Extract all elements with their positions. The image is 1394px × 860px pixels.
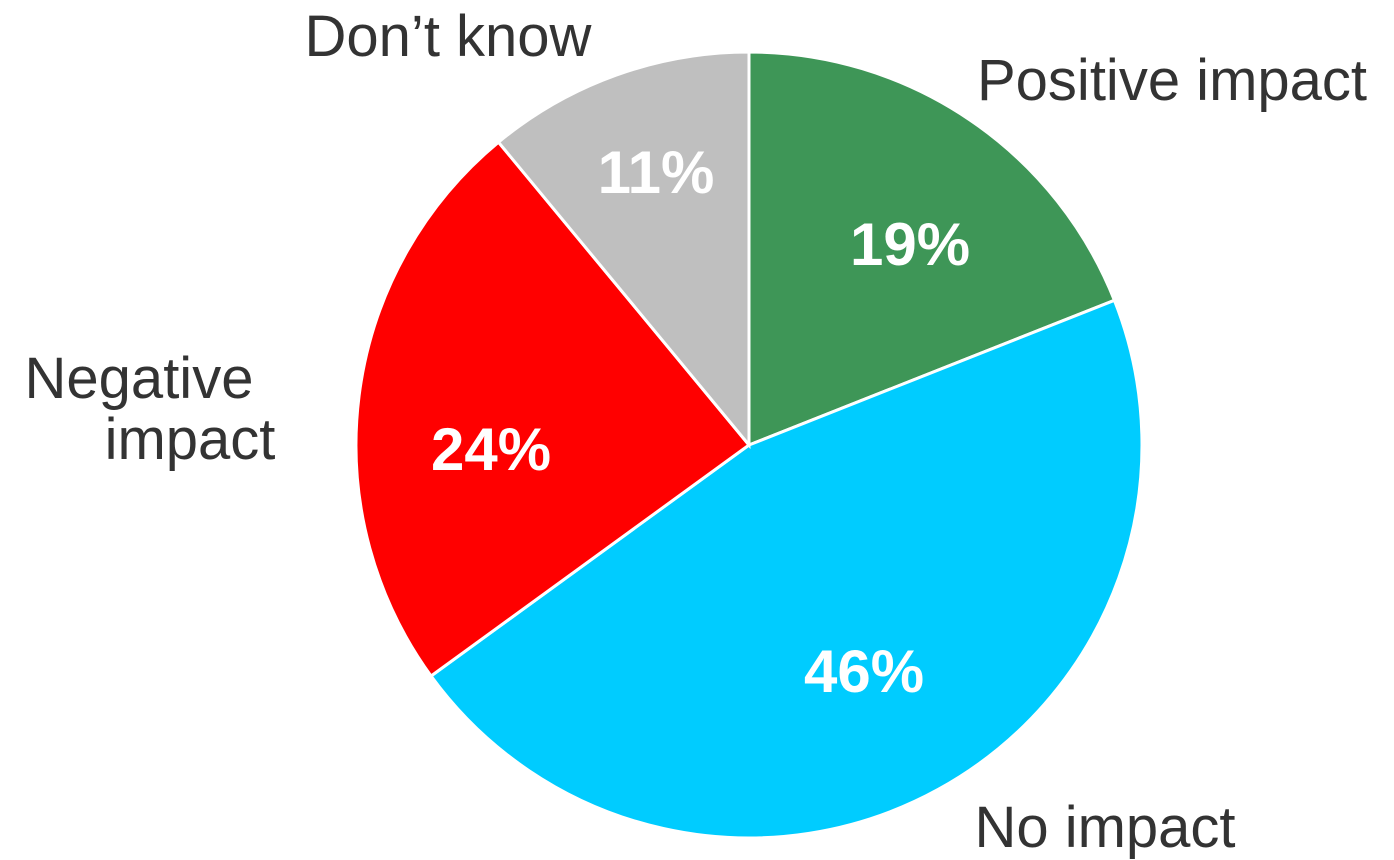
slice-value-positive-impact: 19% (850, 211, 970, 278)
pie-slice-no-impact (428, 298, 1144, 840)
slice-label-negative-impact-line-1: Negative (25, 346, 254, 411)
pie-slices (354, 50, 1144, 840)
slice-value-dont-know: 11% (598, 139, 715, 206)
pie-slice-negative-impact (354, 140, 752, 679)
pie-slice-positive-impact (747, 50, 1117, 448)
slice-label-no-impact: No impact (974, 795, 1235, 860)
category-labels: Don’t know Positive impact Negative impa… (25, 4, 1367, 860)
slice-label-positive-impact: Positive impact (977, 48, 1367, 113)
slice-label-negative-impact-line-2: impact (105, 407, 276, 472)
slice-label-dont-know: Don’t know (305, 4, 593, 69)
pie-slice-don-t-know (496, 50, 751, 450)
slice-value-no-impact: 46% (804, 638, 924, 705)
percent-labels: 19% 46% 24% 11% (431, 139, 970, 705)
slice-value-negative-impact: 24% (431, 416, 551, 483)
